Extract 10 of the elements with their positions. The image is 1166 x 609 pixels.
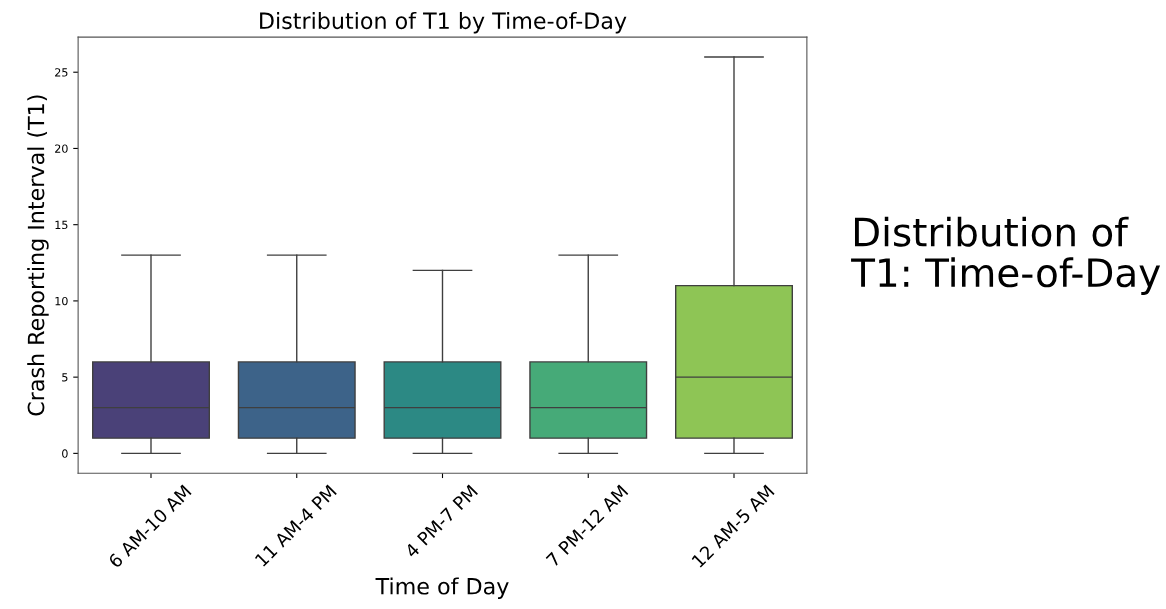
y-tick-label: 20 bbox=[55, 144, 68, 153]
y-tick-label: 10 bbox=[55, 296, 68, 306]
chart-title: Distribution of T1 by Time-of-Day bbox=[260, 11, 627, 34]
y-tick-label: 5 bbox=[62, 373, 68, 382]
x-axis-title: Time of Day bbox=[375, 577, 509, 599]
y-tick-label: 25 bbox=[55, 68, 68, 77]
y-tick-label: 0 bbox=[62, 449, 68, 458]
text: Distribution of T1: Time-of-Day bbox=[851, 216, 1161, 295]
y-axis-title: Crash Reporting Interval (T1) bbox=[27, 95, 49, 416]
y-tick-label: 15 bbox=[55, 220, 68, 230]
